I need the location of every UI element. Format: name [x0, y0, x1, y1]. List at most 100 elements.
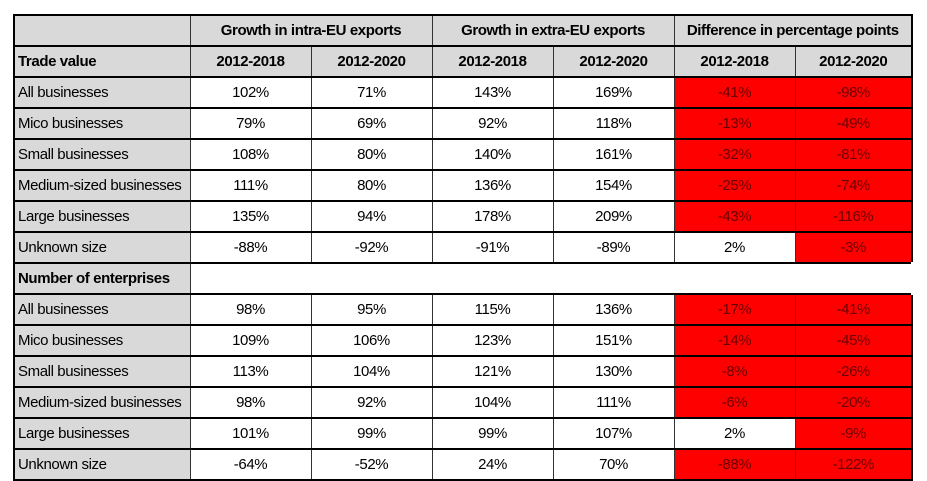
table-row: Mico businesses 79% 69% 92% 118% -13% -49% [13, 107, 913, 140]
period-header-row: Trade value 2012-2018 2012-2020 2012-2018 20… [13, 45, 913, 78]
value-cell: 178% [431, 200, 554, 233]
table-row: Unknown size -64% -52% 24% 70% -88% -122% [13, 448, 913, 481]
value-cell-highlighted: -3% [794, 231, 913, 264]
value-cell-highlighted: -88% [673, 448, 796, 481]
value-cell: 99% [431, 417, 554, 450]
value-cell-highlighted: -26% [794, 355, 913, 388]
value-cell-highlighted: -13% [673, 107, 796, 140]
period-header: 2012-2018 [673, 45, 796, 78]
value-cell-highlighted: -14% [673, 324, 796, 357]
value-cell-highlighted: -9% [794, 417, 913, 450]
value-cell: 69% [310, 107, 433, 140]
row-label: Unknown size [13, 231, 191, 264]
value-cell: 2% [673, 231, 796, 264]
value-cell: 107% [552, 417, 675, 450]
value-cell: 169% [552, 76, 675, 109]
group-header-extra-eu: Growth in extra-EU exports [431, 14, 675, 47]
value-cell: 151% [552, 324, 675, 357]
value-cell: 136% [431, 169, 554, 202]
row-label: Mico businesses [13, 107, 191, 140]
period-header: 2012-2018 [189, 45, 312, 78]
value-cell: 143% [431, 76, 554, 109]
value-cell: 24% [431, 448, 554, 481]
value-cell: -91% [431, 231, 554, 264]
value-cell: -52% [310, 448, 433, 481]
table-row: Large businesses 101% 99% 99% 107% 2% -9% [13, 417, 913, 450]
value-cell: 135% [189, 200, 312, 233]
value-cell-highlighted: -17% [673, 293, 796, 326]
value-cell: 2% [673, 417, 796, 450]
value-cell: 154% [552, 169, 675, 202]
value-cell: -92% [310, 231, 433, 264]
value-cell-highlighted: -20% [794, 386, 913, 419]
section-title: Trade value [13, 45, 191, 78]
table-row: Small businesses 113% 104% 121% 130% -8% -26% [13, 355, 913, 388]
value-cell: 111% [189, 169, 312, 202]
period-header: 2012-2018 [431, 45, 554, 78]
value-cell: 80% [310, 138, 433, 171]
value-cell-highlighted: -45% [794, 324, 913, 357]
table-row: Medium-sized businesses 111% 80% 136% 154% -2… [13, 169, 913, 202]
value-cell-highlighted: -6% [673, 386, 796, 419]
value-cell-highlighted: -25% [673, 169, 796, 202]
row-label: Mico businesses [13, 324, 191, 357]
period-header: 2012-2020 [310, 45, 433, 78]
period-header: 2012-2020 [552, 45, 675, 78]
value-cell: 79% [189, 107, 312, 140]
value-cell: 95% [310, 293, 433, 326]
period-header: 2012-2020 [794, 45, 913, 78]
value-cell: 94% [310, 200, 433, 233]
value-cell: 118% [552, 107, 675, 140]
value-cell: 98% [189, 293, 312, 326]
section-blank-cell [189, 262, 913, 295]
value-cell: 111% [552, 386, 675, 419]
value-cell: 209% [552, 200, 675, 233]
table-row: Mico businesses 109% 106% 123% 151% -14% -45% [13, 324, 913, 357]
table-row: Unknown size -88% -92% -91% -89% 2% -3% [13, 231, 913, 264]
value-cell-highlighted: -43% [673, 200, 796, 233]
value-cell: 161% [552, 138, 675, 171]
value-cell: 71% [310, 76, 433, 109]
row-label: Large businesses [13, 200, 191, 233]
table-row: All businesses 98% 95% 115% 136% -17% -41% [13, 293, 913, 326]
row-label: Small businesses [13, 138, 191, 171]
value-cell: 98% [189, 386, 312, 419]
value-cell: 104% [310, 355, 433, 388]
row-label: All businesses [13, 293, 191, 326]
table-row: Medium-sized businesses 98% 92% 104% 111% -6%… [13, 386, 913, 419]
group-header-intra-eu: Growth in intra-EU exports [189, 14, 433, 47]
value-cell: 99% [310, 417, 433, 450]
row-label: Medium-sized businesses [13, 169, 191, 202]
value-cell: 123% [431, 324, 554, 357]
value-cell: 106% [310, 324, 433, 357]
table-row: All businesses 102% 71% 143% 169% -41% -98% [13, 76, 913, 109]
value-cell-highlighted: -74% [794, 169, 913, 202]
value-cell: 102% [189, 76, 312, 109]
row-label: Medium-sized businesses [13, 386, 191, 419]
value-cell: 92% [310, 386, 433, 419]
value-cell: 104% [431, 386, 554, 419]
value-cell: -89% [552, 231, 675, 264]
value-cell: 115% [431, 293, 554, 326]
value-cell: -88% [189, 231, 312, 264]
group-header-row: Growth in intra-EU exports Growth in ext… [13, 14, 913, 47]
value-cell: 101% [189, 417, 312, 450]
value-cell: -64% [189, 448, 312, 481]
export-growth-table: Growth in intra-EU exports Growth in ext… [13, 14, 913, 481]
value-cell-highlighted: -41% [673, 76, 796, 109]
value-cell-highlighted: -98% [794, 76, 913, 109]
table-row: Small businesses 108% 80% 140% 161% -32% -81% [13, 138, 913, 171]
value-cell-highlighted: -32% [673, 138, 796, 171]
value-cell-highlighted: -116% [794, 200, 913, 233]
value-cell: 140% [431, 138, 554, 171]
value-cell-highlighted: -41% [794, 293, 913, 326]
value-cell-highlighted: -49% [794, 107, 913, 140]
section-title: Number of enterprises [13, 262, 191, 295]
corner-cell [13, 14, 191, 47]
value-cell: 92% [431, 107, 554, 140]
section-header-row: Number of enterprises [13, 262, 913, 295]
value-cell: 109% [189, 324, 312, 357]
value-cell: 113% [189, 355, 312, 388]
value-cell: 136% [552, 293, 675, 326]
value-cell-highlighted: -8% [673, 355, 796, 388]
